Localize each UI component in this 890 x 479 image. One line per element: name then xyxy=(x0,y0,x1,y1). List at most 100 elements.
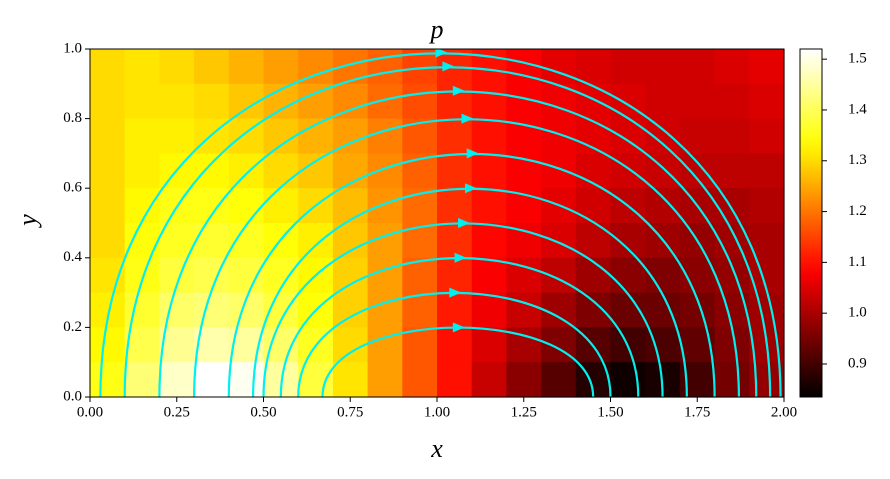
heatmap-cell xyxy=(471,223,507,259)
heatmap-cell xyxy=(714,49,750,85)
heatmap-cell xyxy=(437,327,473,363)
heatmap-cell xyxy=(402,223,438,259)
heatmap-cell xyxy=(90,362,126,398)
heatmap-cell xyxy=(124,49,160,85)
heatmap-cell xyxy=(90,257,126,294)
heatmap-cell xyxy=(714,362,750,398)
colorbar-tick-label: 0.9 xyxy=(848,355,867,371)
heatmap-cell xyxy=(90,118,126,154)
y-tick-label: 0.4 xyxy=(63,249,82,265)
heatmap-cell xyxy=(471,188,507,224)
colorbar-tick-label: 1.5 xyxy=(848,51,867,67)
heatmap-cell xyxy=(610,223,646,259)
heatmap-cell xyxy=(402,327,438,363)
heatmap-cell xyxy=(402,83,438,120)
heatmap-cell xyxy=(437,257,473,294)
heatmap-cell xyxy=(679,83,716,120)
heatmap-cell xyxy=(367,292,403,328)
colorbar-tick-label: 1.0 xyxy=(848,305,867,321)
streamline-arrow xyxy=(449,287,462,298)
heatmap-cell xyxy=(263,49,299,85)
streamline-arrow xyxy=(452,85,465,96)
heatmap-cell xyxy=(714,153,750,189)
heatmap-cell xyxy=(610,362,646,398)
heatmap-cell xyxy=(645,49,681,85)
heatmap-cell xyxy=(228,188,265,224)
colorbar-tick-label: 1.2 xyxy=(848,203,867,219)
heatmap-cell xyxy=(575,188,612,224)
heatmap-cell xyxy=(679,118,716,154)
heatmap-cell xyxy=(124,223,160,259)
heatmap-cell xyxy=(194,153,230,189)
heatmap xyxy=(90,49,785,398)
heatmap-cell xyxy=(610,257,646,294)
heatmap-cell xyxy=(194,292,230,328)
heatmap-cell xyxy=(228,49,265,85)
heatmap-cell xyxy=(90,327,126,363)
heatmap-cell xyxy=(714,292,750,328)
streamline-arrow xyxy=(458,218,471,228)
heatmap-cell xyxy=(332,362,369,398)
heatmap-cell xyxy=(367,257,403,294)
heatmap-cell xyxy=(437,223,473,259)
heatmap-cell xyxy=(263,188,299,224)
heatmap-cell xyxy=(124,118,160,154)
heatmap-cell xyxy=(90,153,126,189)
heatmap-cell xyxy=(367,83,403,120)
heatmap-cell xyxy=(367,153,403,189)
y-tick-label: 0.6 xyxy=(63,180,82,196)
x-tick-label: 1.75 xyxy=(684,404,710,420)
heatmap-cell xyxy=(90,223,126,259)
heatmap-cell xyxy=(749,223,785,259)
heatmap-cell xyxy=(471,83,507,120)
colorbar-tick-label: 1.4 xyxy=(848,101,867,117)
heatmap-cell xyxy=(124,153,160,189)
y-tick-label: 0.0 xyxy=(63,388,82,404)
x-tick-label: 1.50 xyxy=(597,404,623,420)
heatmap-cell xyxy=(90,188,126,224)
heatmap-cell xyxy=(471,257,507,294)
heatmap-cell xyxy=(90,83,126,120)
heatmap-cell xyxy=(575,257,612,294)
heatmap-cell xyxy=(471,153,507,189)
heatmap-cell xyxy=(367,362,403,398)
heatmap-cell xyxy=(645,118,681,154)
heatmap-cell xyxy=(332,257,369,294)
heatmap-cell xyxy=(506,292,542,328)
heatmap-cell xyxy=(437,292,473,328)
heatmap-cell xyxy=(437,153,473,189)
heatmap-cell xyxy=(541,118,577,154)
heatmap-cell xyxy=(610,49,646,85)
heatmap-cell xyxy=(194,223,230,259)
streamlines xyxy=(99,49,782,397)
heatmap-cell xyxy=(645,188,681,224)
heatmap-cell xyxy=(437,362,473,398)
heatmap-cell xyxy=(194,362,230,398)
heatmap-cell xyxy=(90,49,126,85)
heatmap-cell xyxy=(263,153,299,189)
heatmap-cell xyxy=(541,362,577,398)
heatmap-cell xyxy=(471,118,507,154)
streamline-arrow xyxy=(466,148,479,159)
heatmap-cell xyxy=(159,257,195,294)
heatmap-cell xyxy=(749,292,785,328)
heatmap-cell xyxy=(645,83,681,120)
heatmap-cell xyxy=(575,49,612,85)
heatmap-cell xyxy=(228,362,265,398)
streamline-arrow xyxy=(452,322,465,333)
heatmap-cell xyxy=(159,83,195,120)
heatmap-cell xyxy=(159,49,195,85)
streamline-arrow xyxy=(435,49,448,58)
heatmap-cell xyxy=(124,83,160,120)
heatmap-cell xyxy=(575,292,612,328)
heatmap-cell xyxy=(367,327,403,363)
heatmap-cell xyxy=(402,362,438,398)
x-axis-label: x xyxy=(430,434,443,463)
heatmap-cell xyxy=(332,223,369,259)
streamline-arrow xyxy=(454,252,467,263)
heatmap-cell xyxy=(749,153,785,189)
streamline-arrow xyxy=(464,183,477,194)
heatmap-cell xyxy=(506,362,542,398)
heatmap-cell xyxy=(749,49,785,85)
heatmap-cell xyxy=(471,327,507,363)
